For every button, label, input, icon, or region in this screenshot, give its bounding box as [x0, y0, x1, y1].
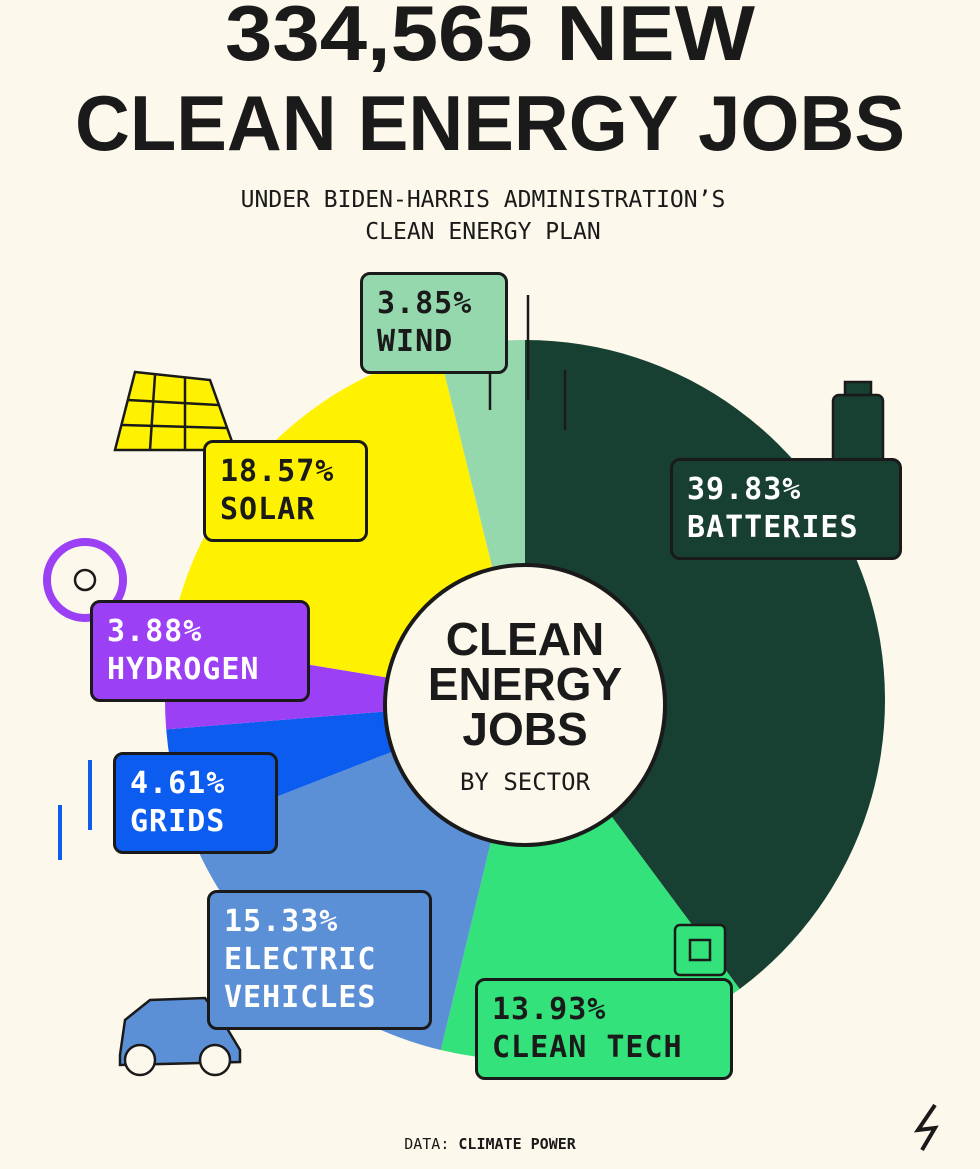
value-label: 3.88%: [107, 614, 203, 649]
value-label: 13.93%: [492, 992, 607, 1027]
center-label: ENERGY: [428, 658, 622, 710]
source: DATA: CLIMATE POWER: [0, 1135, 980, 1153]
chart-subtitle: CLEAN ENERGY PLAN: [365, 219, 600, 245]
chart-title: 334,565 NEW: [225, 0, 755, 77]
slice-label: 4.61% GRIDS: [113, 752, 278, 854]
source-label: DATA:: [404, 1135, 450, 1153]
category-label: HYDROGEN: [107, 652, 260, 687]
slice-label: 39.83% BATTERIES: [670, 458, 902, 560]
chart-subtitle: UNDER BIDEN-HARRIS ADMINISTRATION’S: [241, 187, 726, 213]
chart-title: CLEAN ENERGY JOBS: [75, 79, 905, 167]
value-label: 39.83%: [687, 472, 802, 507]
slice-label: 18.57% SOLAR: [203, 440, 368, 542]
value-label: 3.85%: [377, 286, 473, 321]
category-label: ELECTRIC VEHICLES: [224, 942, 377, 1015]
value-label: 18.57%: [220, 454, 335, 489]
category-label: BATTERIES: [687, 510, 859, 545]
slice-label: 3.88% HYDROGEN: [90, 600, 310, 702]
center-circle: [383, 563, 667, 847]
category-label: SOLAR: [220, 492, 316, 527]
slice-label: 13.93% CLEAN TECH: [475, 978, 733, 1080]
center-label: CLEAN: [446, 613, 604, 665]
category-label: WIND: [377, 324, 454, 359]
source-name: CLIMATE POWER: [458, 1135, 576, 1153]
slice-label: 15.33% ELECTRIC VEHICLES: [207, 890, 432, 1030]
slice-label: 3.85% WIND: [360, 272, 508, 374]
value-label: 15.33%: [224, 904, 339, 939]
category-label: CLEAN TECH: [492, 1030, 683, 1065]
center-sublabel: BY SECTOR: [460, 768, 591, 796]
value-label: 4.61%: [130, 766, 226, 801]
center-label: JOBS: [462, 703, 587, 755]
category-label: GRIDS: [130, 804, 226, 839]
